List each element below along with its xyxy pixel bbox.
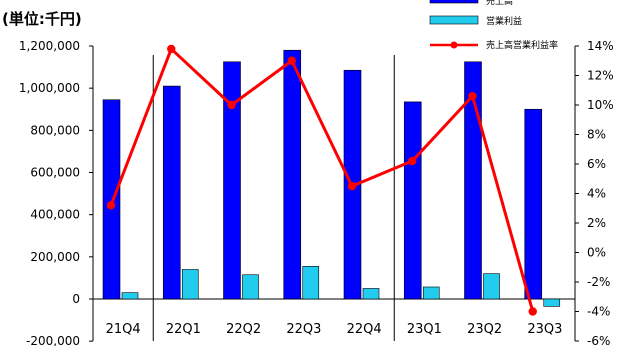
- revenue-bar: [102, 99, 121, 300]
- category-label: 23Q1: [407, 322, 442, 337]
- ratio-point: [468, 91, 477, 101]
- left-tick-label: 1,200,000: [19, 39, 80, 53]
- revenue-bar: [223, 61, 241, 300]
- category-label: 23Q3: [527, 322, 562, 337]
- ratio-point: [528, 307, 537, 316]
- right-tick-label: -2%: [587, 275, 610, 289]
- category-label: 22Q4: [347, 322, 382, 337]
- operating-profit-bar: [543, 298, 561, 307]
- right-tick-label: 14%: [587, 39, 614, 53]
- operating-profit-bar: [242, 274, 259, 300]
- left-tick-label: 600,000: [30, 166, 80, 180]
- category-label: 23Q2: [467, 322, 502, 337]
- right-tick-label: 10%: [587, 98, 614, 112]
- ratio-point: [167, 44, 176, 54]
- category-label: 22Q1: [166, 322, 201, 337]
- revenue-bar: [162, 85, 181, 300]
- right-tick-label: 2%: [587, 216, 606, 230]
- revenue-bar: [464, 61, 482, 300]
- unit-label: (単位:千円): [2, 10, 82, 28]
- left-axis-ticks: -200,000 0 200,000 400,000 600,000 800,000 1,0…: [19, 39, 93, 346]
- legend-label-revenue: 売上高: [486, 0, 513, 7]
- category-label: 22Q2: [226, 322, 261, 337]
- right-axis-ticks: -6% -4% -2% 0% 2% 4% 6% 8% 10% 12% 14%: [575, 39, 614, 346]
- category-labels: 21Q4 22Q1 22Q2 22Q3 22Q4 23Q1 23Q2 23Q3: [106, 322, 563, 337]
- right-tick-label: 4%: [587, 187, 606, 201]
- category-label: 21Q4: [106, 322, 141, 337]
- operating-profit-bar: [121, 292, 139, 300]
- revenue-bar: [283, 49, 302, 300]
- category-label: 22Q3: [286, 322, 321, 337]
- left-tick-label: 800,000: [30, 123, 80, 137]
- revenue-bar: [524, 108, 543, 300]
- ratio-point: [347, 181, 357, 191]
- right-tick-label: -6%: [587, 334, 610, 346]
- operating-profit-bar: [362, 288, 380, 300]
- right-tick-label: 0%: [587, 246, 606, 260]
- left-tick-label: 400,000: [30, 208, 80, 222]
- legend-marker-ratio: [450, 41, 458, 49]
- ratio-point: [287, 56, 296, 65]
- left-tick-label: 1,000,000: [19, 81, 80, 95]
- ratio-point: [227, 100, 236, 110]
- legend-label-operating-profit: 営業利益: [486, 15, 522, 27]
- ratio-line: [109, 47, 535, 312]
- left-tick-label: 200,000: [30, 250, 80, 264]
- legend-label-ratio: 売上高営業利益率: [486, 39, 558, 51]
- right-tick-label: 12%: [587, 69, 614, 83]
- ratio-point: [408, 156, 417, 166]
- operating-profit-bar: [422, 286, 440, 300]
- right-tick-label: -4%: [587, 305, 610, 319]
- operating-profit-bar: [302, 266, 320, 300]
- operating-profit-bar: [181, 269, 199, 300]
- right-tick-label: 6%: [587, 157, 606, 171]
- ratio-line-layer: [106, 44, 537, 316]
- ratio-point: [106, 201, 116, 210]
- right-tick-label: 8%: [587, 128, 606, 142]
- bars: [102, 49, 561, 307]
- legend-swatch-operating-profit: [429, 15, 479, 25]
- operating-profit-bar: [483, 273, 500, 300]
- left-tick-label: -200,000: [26, 334, 80, 346]
- legend-swatch-revenue: [429, 0, 479, 4]
- revenue-bar: [403, 101, 422, 300]
- left-tick-label: 0: [72, 292, 80, 306]
